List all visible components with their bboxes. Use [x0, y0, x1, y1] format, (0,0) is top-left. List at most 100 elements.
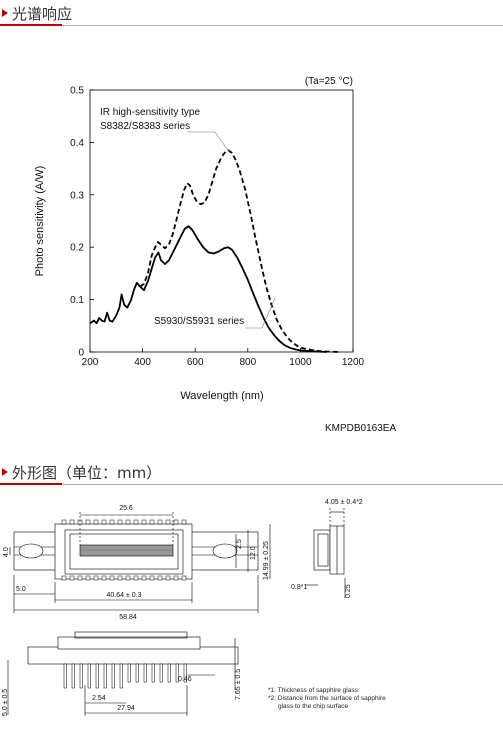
x-tick-label: 400 — [134, 357, 151, 368]
footnote-1: *1: Thickness of sapphire glass — [268, 687, 358, 694]
package-pin — [143, 663, 147, 683]
y-tick-label: 0.1 — [70, 295, 84, 306]
pin-tooth — [93, 519, 99, 525]
y-tick-label: 0 — [78, 348, 84, 359]
x-tick-label: 800 — [239, 357, 256, 368]
package-pin — [119, 663, 123, 689]
pin-tooth — [173, 575, 179, 581]
package-pin — [167, 663, 171, 683]
package-pin — [63, 663, 67, 689]
package-pin — [95, 663, 99, 689]
top-view — [9, 512, 271, 613]
package-pin — [151, 663, 155, 683]
dim-mount-hole: 4.0 — [3, 547, 10, 557]
package-pin — [103, 663, 107, 689]
pin-tooth — [117, 575, 123, 581]
chart-code: KMPDB0163EA — [325, 423, 396, 434]
pin-tooth — [101, 519, 107, 525]
pin-tooth — [69, 575, 75, 581]
pin-tooth — [85, 575, 91, 581]
x-tick-label: 200 — [82, 357, 99, 368]
package-pin — [127, 663, 131, 683]
pin-tooth — [61, 519, 67, 525]
series-leader-ir — [188, 131, 231, 154]
pin-tooth — [149, 575, 155, 581]
footnote-2: *2: Distance from the surface of sapphir… — [268, 695, 386, 702]
dim-left-offset: 5.0 — [16, 586, 26, 593]
pin-tooth — [165, 575, 171, 581]
dim-height-12: 12.0 — [250, 546, 257, 560]
package-pin — [71, 663, 75, 689]
pin-tooth — [133, 575, 139, 581]
package-pin — [159, 663, 163, 683]
y-axis-label: Photo sensitivity (A/W) — [34, 166, 46, 277]
pin-tooth — [173, 519, 179, 525]
package-pin — [79, 663, 83, 689]
dim-height-14-99: 14.99 ± 0.25 — [263, 541, 270, 580]
plot-frame — [89, 89, 354, 353]
section-accent-bar — [0, 24, 62, 26]
pin-teeth — [61, 519, 187, 581]
pin-tooth — [157, 519, 163, 525]
package-pin — [87, 663, 91, 689]
dim-front-height: 7.65 ± 0.5 — [235, 669, 242, 700]
pin-tooth — [77, 575, 83, 581]
section-title-spectral: 光谱响应 — [12, 5, 73, 23]
pin-tooth — [133, 519, 139, 525]
pin-tooth — [109, 575, 115, 581]
dim-overall-length: 58.84 — [119, 614, 137, 621]
pin-tooth — [181, 519, 187, 525]
pin-tooth — [141, 575, 147, 581]
spectral-response-chart: 200 400 600 800 1000 1200 0 0.1 0.2 0.3 0.4 0.5 (Ta… — [34, 76, 396, 434]
dim-glass-thickness: 0.8*1 — [291, 584, 307, 591]
pin-tooth — [93, 575, 99, 581]
y-tick-label: 0.4 — [70, 138, 84, 149]
y-tick-label: 0.2 — [70, 243, 84, 254]
dim-side-thickness: 4.05 ± 0.4*2 — [325, 499, 363, 506]
pin-tooth — [101, 575, 107, 581]
pin-tooth — [165, 519, 171, 525]
x-tick-label: 1000 — [289, 357, 312, 368]
pin-tooth — [117, 519, 123, 525]
x-tick-label: 600 — [187, 357, 204, 368]
condition-label: (Ta=25 °C) — [305, 76, 353, 87]
section-divider — [0, 25, 503, 26]
dim-pin-length: 5.0 ± 0.5 — [2, 689, 9, 716]
footnote-2-cont: glass to the chip surface — [278, 703, 349, 710]
y-tick-label: 0.3 — [70, 190, 84, 201]
package-pin — [183, 663, 187, 683]
dim-offset-2-5: 2.5 — [236, 539, 243, 549]
section-header-spectral: 光谱响应 — [0, 3, 503, 26]
series-line-s5930 — [89, 225, 327, 353]
axis-ticks: 200 400 600 800 1000 1200 0 0.1 0.2 0.3 0.4 0.5 — [70, 86, 364, 369]
pin-row — [63, 663, 187, 689]
pin-tooth — [141, 519, 147, 525]
section-title-dimensions: 外形图（单位：mm） — [12, 464, 162, 482]
series-leader-s5930 — [245, 297, 276, 329]
series-label-ir-line2: S8382/S8383 series — [100, 121, 190, 132]
x-axis-label: Wavelength (nm) — [180, 390, 263, 402]
pin-tooth — [181, 575, 187, 581]
section-marker-icon — [2, 9, 8, 17]
pin-tooth — [109, 519, 115, 525]
dim-pin-width: 0.46 — [178, 676, 192, 683]
pin-tooth — [85, 519, 91, 525]
section-accent-bar — [0, 483, 62, 485]
dim-pin-pitch: 2.54 — [92, 695, 106, 702]
pin-tooth — [157, 575, 163, 581]
x-tick-label: 1200 — [342, 357, 365, 368]
series-label-ir-line1: IR high-sensitivity type — [100, 107, 200, 118]
series-line-ir-high-sensitivity — [139, 149, 340, 353]
side-view — [306, 508, 346, 598]
pin-tooth — [149, 519, 155, 525]
section-header-dimensions: 外形图（单位：mm） — [0, 462, 503, 485]
dimensional-outline-drawing: 25.6 40.64 ± 0.3 58.84 5.0 4.0 2.5 12.0 … — [2, 499, 363, 716]
y-tick-label: 0.5 — [70, 86, 84, 97]
section-divider — [0, 484, 503, 485]
package-pin — [111, 663, 115, 689]
series-lines — [89, 149, 340, 353]
package-pin — [135, 663, 139, 683]
pin-tooth — [69, 519, 75, 525]
dim-chip-offset: 0.25 — [345, 584, 352, 598]
package-pin — [175, 663, 179, 683]
